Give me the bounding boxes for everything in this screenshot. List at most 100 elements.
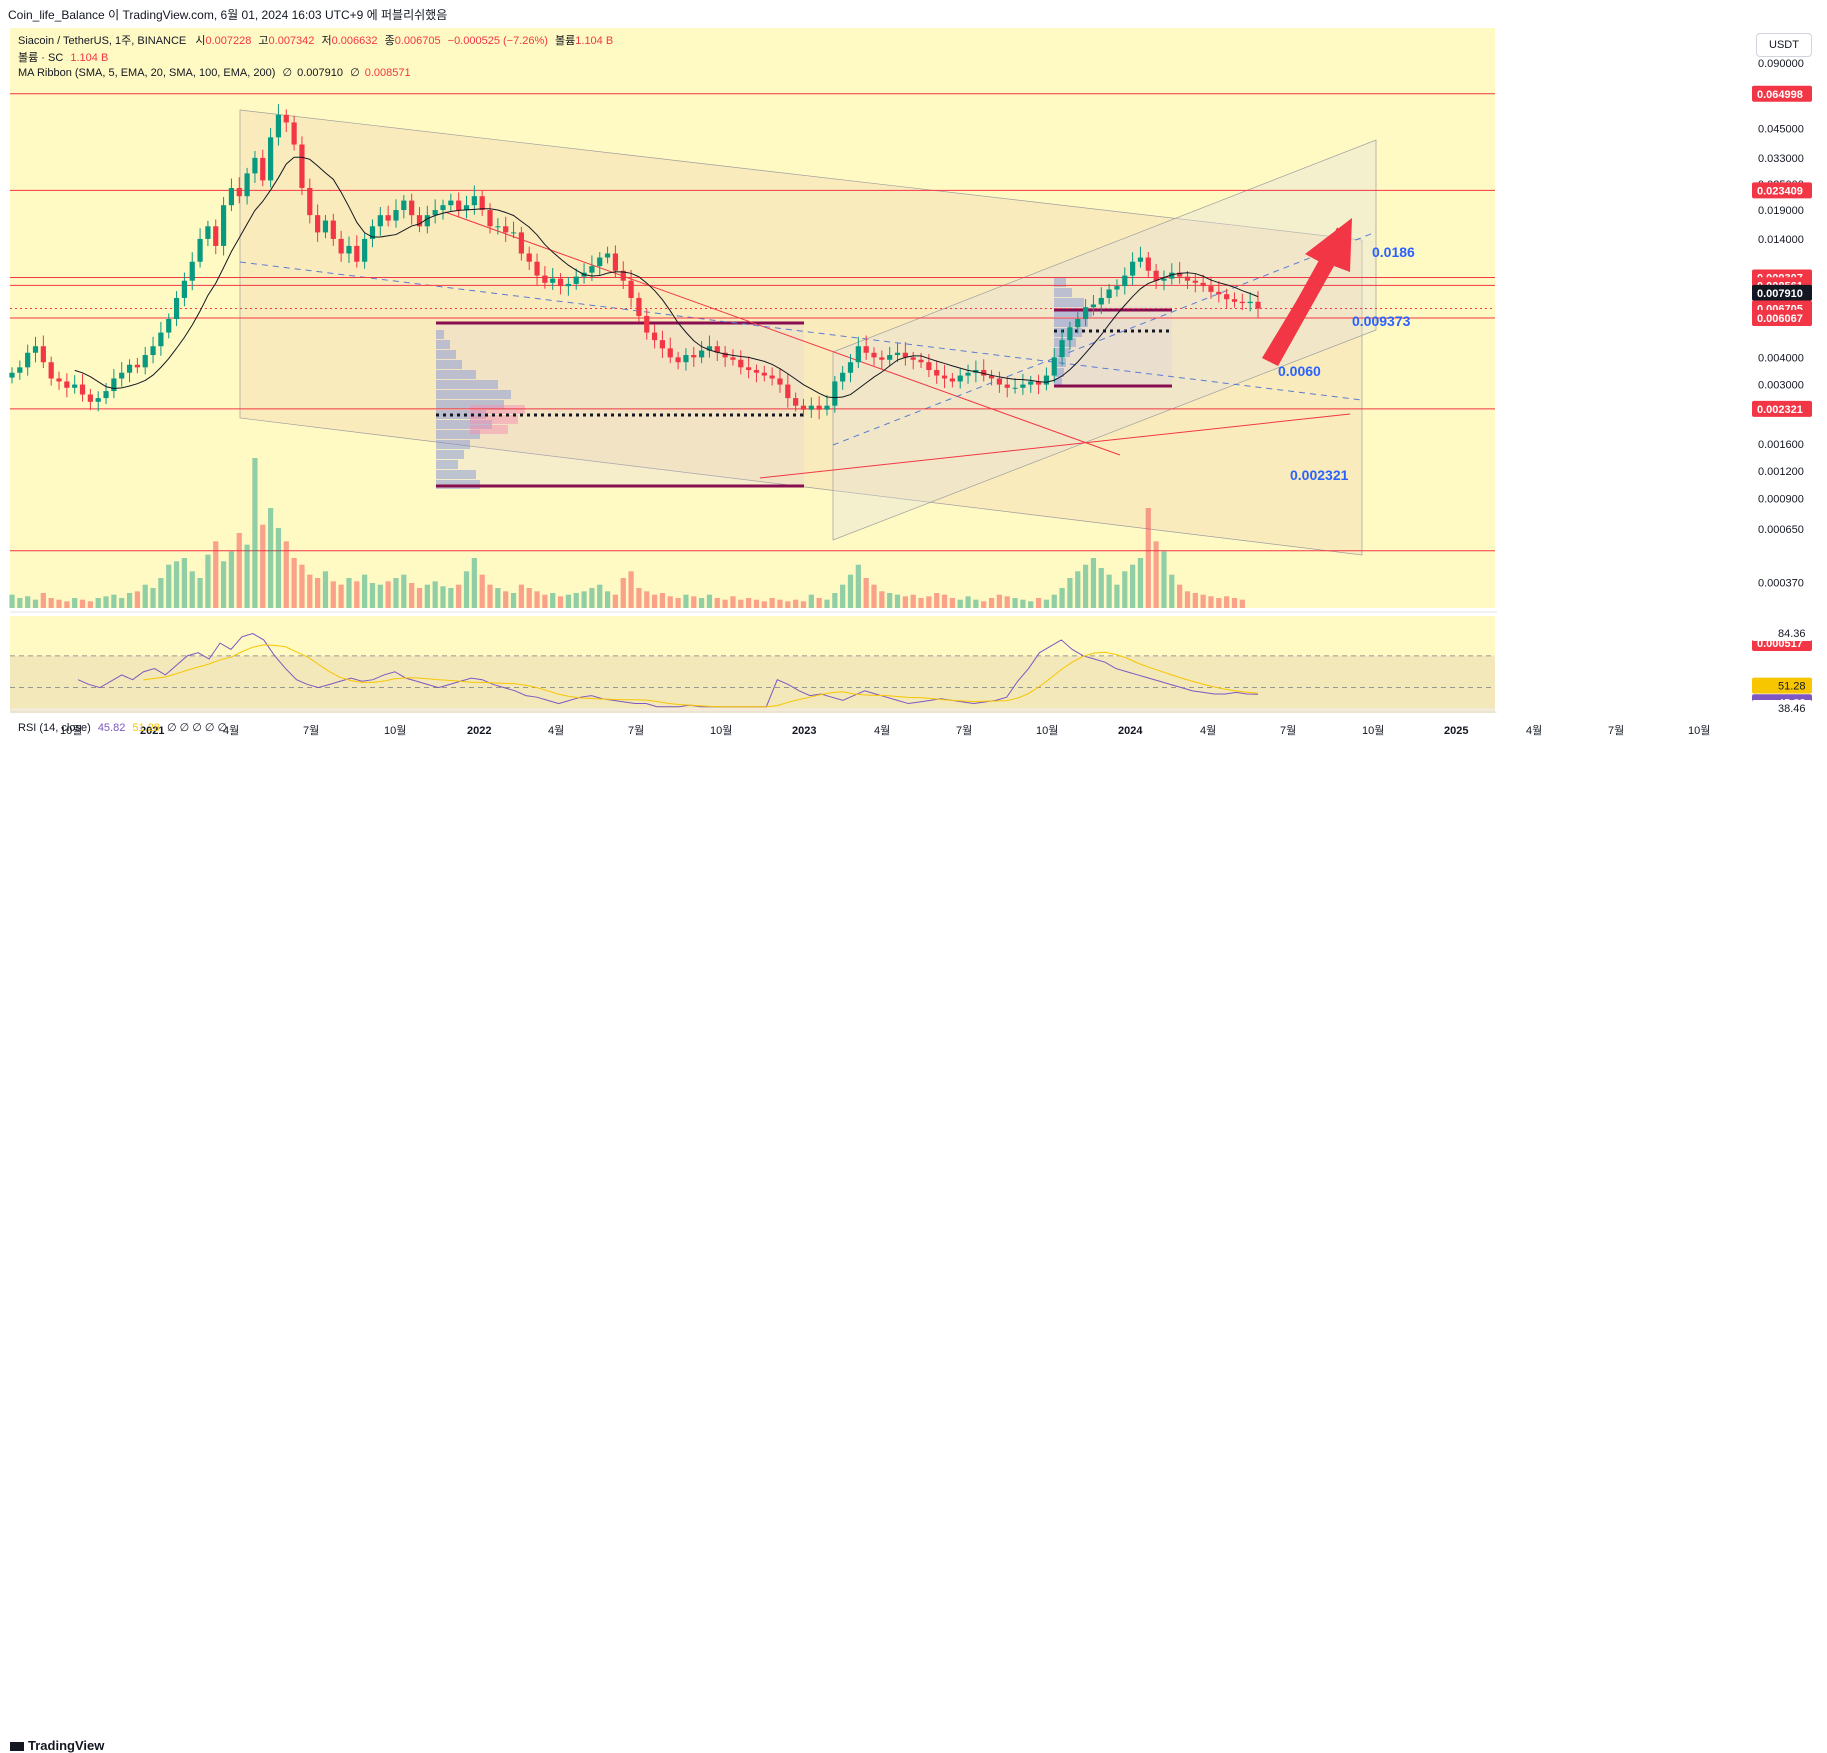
candle-body [307,187,313,216]
candle-body [322,220,329,233]
rsi-ma-line [143,644,1259,708]
volume-bar [808,594,814,608]
price-chart[interactable]: 0.0186 0.009373 0.0060 0.002321 0.090000 0.04… [0,0,1827,896]
candle-body [1169,272,1175,279]
volume-bar [667,596,673,608]
candle-body [871,352,877,358]
volume-bar [973,599,979,608]
volume-profile-bar [436,450,464,459]
volume-bar [64,601,70,608]
candle-body [738,359,744,368]
volume-bar [244,544,250,608]
volume-bar [346,578,352,608]
volume-profile-bar [436,390,511,399]
x-tick-label: 7월 [628,724,644,737]
volume-bar [941,594,948,608]
candle-body [1161,278,1167,281]
volume-profile-bar [436,400,504,409]
volume-bar [675,598,681,608]
candle-body [1075,319,1081,328]
volume-bar [581,591,587,608]
candle-body [1247,301,1253,304]
candle-body [793,398,799,406]
close-value: 0.006705 [394,35,441,47]
x-tick-label: 10월 [60,724,82,737]
volume-bar [322,571,329,608]
candle-body [824,405,830,410]
volume-series-value: 1.104 B [70,52,109,64]
target-arrow [1262,218,1352,366]
candle-body [902,352,908,358]
candle-body [354,245,360,262]
candle-body [651,332,658,341]
volume-bar [197,578,203,608]
candle-body [299,144,305,188]
volume-bar [753,599,760,608]
candle-body [691,355,697,358]
candle-body [1051,357,1057,376]
volume-bar [103,596,109,608]
x-tick-label: 10월 [1688,724,1710,737]
candle-body [722,352,728,358]
candle-body [800,405,807,410]
y-tick-label: 0.000900 [1758,493,1804,505]
symbol-title: Siacoin / TetherUS, 1주, BINANCE [18,35,187,47]
volume-bar [1145,508,1151,608]
currency-button[interactable]: USDT [1756,33,1812,57]
volume-bar [166,564,172,608]
candle-body [134,364,140,368]
volume-bar [902,596,908,608]
candle-body [393,210,399,221]
candle-body [565,283,571,287]
candle-body [644,315,650,333]
rsi-tag-bg [1752,677,1812,694]
volume-bar [1114,584,1120,608]
volume-bar [1012,598,1018,608]
volume-bar [847,574,854,608]
volume-profile-bar [470,405,525,414]
candle-body [597,257,603,267]
x-tick-label: 4월 [1526,724,1542,737]
volume-bar [189,571,195,608]
y-tick-label: 0.001200 [1758,466,1804,478]
tradingview-logo[interactable]: TradingView [10,1738,104,1753]
candle-body [941,375,948,379]
volume-bar [699,598,705,608]
candle-body [32,346,39,353]
volume-bar [910,594,916,608]
volume-bar [1122,571,1128,608]
volume-bar [542,594,548,608]
candle-body [542,275,548,283]
volume-bar [714,598,720,608]
volume-bar [1208,596,1214,608]
volume-profile-bar [436,440,470,449]
candle-body [1208,286,1214,292]
ma-value-2: 0.008571 [364,67,411,79]
volume-bar [636,588,642,608]
volume-bar [268,508,274,608]
volume-bars [9,458,1245,608]
candle-body [95,398,101,402]
candle-body [166,319,172,333]
candle-body [753,369,760,373]
volume-profile-bar [436,420,492,429]
candle-body [416,215,423,227]
volume-bar [926,596,932,608]
volume-bar [252,458,258,608]
candle-body [675,357,681,363]
candle-body [252,157,258,174]
y-tick-label: 0.033000 [1758,153,1804,165]
candle-body [1239,301,1245,304]
candle-body [268,137,274,181]
candle-body [260,157,266,181]
x-tick-label: 2025 [1444,725,1468,737]
volume-profile-bar [1054,278,1066,287]
x-tick-label: 10월 [384,724,406,737]
candle-body [495,226,501,228]
volume-bar [503,591,509,608]
volume-bar [377,584,383,608]
volume-bar [761,601,767,608]
candle-body [1043,375,1050,385]
publish-header: Coin_life_Balance 이 TradingView.com, 6월 … [0,0,1827,26]
candle-body [1145,257,1151,271]
